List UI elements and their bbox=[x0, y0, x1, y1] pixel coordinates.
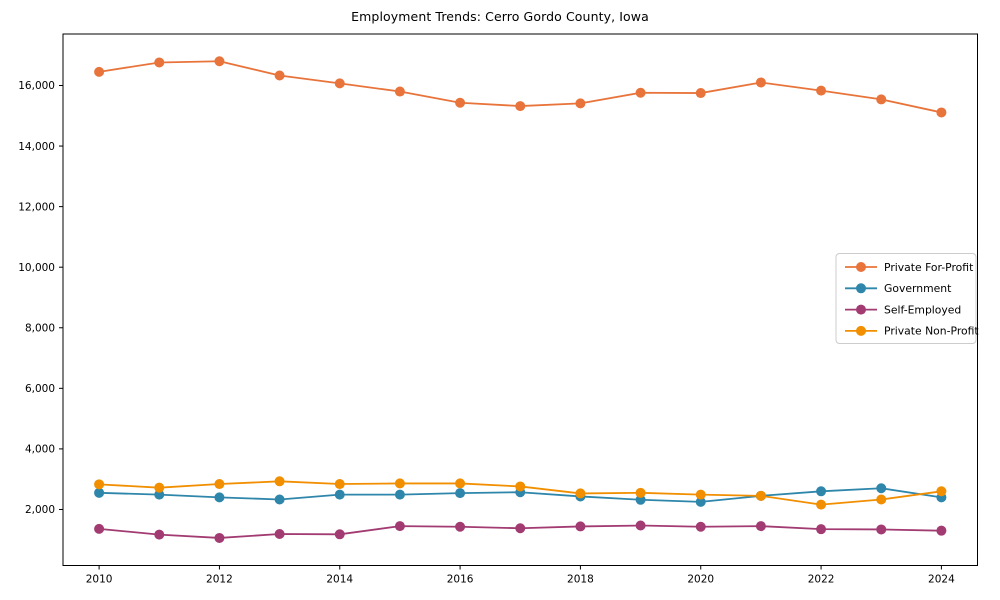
series-marker-government bbox=[816, 486, 827, 497]
series-marker-private-for-profit bbox=[755, 77, 766, 88]
series-marker-private-non-profit bbox=[635, 487, 646, 498]
series-marker-self-employed bbox=[515, 523, 526, 534]
y-axis-tick-label: 16,000 bbox=[18, 80, 55, 92]
series-marker-government bbox=[94, 487, 105, 498]
series-marker-private-non-profit bbox=[154, 482, 165, 493]
x-axis-tick-label: 2020 bbox=[687, 574, 714, 586]
legend-label-self-employed: Self-Employed bbox=[884, 303, 961, 316]
x-axis-tick-label: 2024 bbox=[928, 574, 955, 586]
x-axis-tick-label: 2016 bbox=[447, 574, 474, 586]
series-marker-private-for-profit bbox=[94, 66, 105, 77]
x-axis-tick-label: 2014 bbox=[326, 574, 353, 586]
series-marker-private-non-profit bbox=[94, 479, 105, 490]
series-marker-self-employed bbox=[394, 521, 405, 532]
series-marker-government bbox=[876, 483, 887, 494]
legend-swatch-marker-government bbox=[856, 283, 866, 294]
series-marker-private-for-profit bbox=[274, 70, 285, 81]
series-marker-private-non-profit bbox=[936, 486, 947, 497]
series-marker-self-employed bbox=[94, 523, 105, 534]
series-marker-private-non-profit bbox=[575, 488, 586, 499]
series-marker-self-employed bbox=[575, 521, 586, 532]
series-marker-private-for-profit bbox=[695, 88, 706, 99]
legend-label-private-non-profit: Private Non-Profit bbox=[884, 325, 979, 338]
series-marker-private-non-profit bbox=[695, 489, 706, 500]
series-marker-private-for-profit bbox=[394, 86, 405, 97]
series-marker-self-employed bbox=[635, 520, 646, 531]
series-marker-private-for-profit bbox=[936, 107, 947, 118]
series-marker-private-non-profit bbox=[334, 479, 345, 490]
series-marker-self-employed bbox=[755, 521, 766, 532]
series-marker-private-for-profit bbox=[334, 78, 345, 89]
series-marker-private-non-profit bbox=[515, 481, 526, 492]
y-axis-tick-label: 8,000 bbox=[25, 322, 55, 334]
series-marker-self-employed bbox=[455, 521, 466, 532]
series-marker-self-employed bbox=[876, 524, 887, 535]
x-axis-tick-label: 2022 bbox=[808, 574, 835, 586]
series-marker-private-non-profit bbox=[394, 478, 405, 489]
series-marker-government bbox=[154, 489, 165, 500]
chart-title: Employment Trends: Cerro Gordo County, I… bbox=[351, 9, 649, 24]
series-marker-self-employed bbox=[816, 524, 827, 535]
y-axis-tick-label: 6,000 bbox=[25, 383, 55, 395]
series-marker-self-employed bbox=[274, 529, 285, 540]
y-axis-tick-label: 4,000 bbox=[25, 444, 55, 456]
legend-label-private-for-profit: Private For-Profit bbox=[884, 261, 973, 274]
series-marker-government bbox=[394, 489, 405, 500]
legend-box bbox=[835, 253, 977, 344]
series-marker-self-employed bbox=[695, 521, 706, 532]
series-marker-private-for-profit bbox=[816, 85, 827, 96]
legend-swatch-marker-private-for-profit bbox=[856, 262, 866, 272]
series-marker-private-non-profit bbox=[214, 479, 225, 490]
x-axis-tick-label: 2018 bbox=[567, 574, 594, 586]
series-marker-self-employed bbox=[936, 525, 947, 536]
series-marker-private-for-profit bbox=[455, 97, 466, 108]
series-marker-private-non-profit bbox=[816, 499, 827, 510]
y-axis-tick-label: 12,000 bbox=[18, 201, 55, 213]
y-axis-tick-label: 2,000 bbox=[25, 504, 55, 516]
x-axis-tick-label: 2010 bbox=[86, 574, 113, 586]
y-axis-tick-label: 10,000 bbox=[18, 262, 55, 274]
series-marker-government bbox=[695, 496, 706, 507]
series-marker-government bbox=[274, 494, 285, 505]
series-marker-self-employed bbox=[154, 529, 165, 540]
series-marker-government bbox=[214, 492, 225, 503]
plot-frame bbox=[62, 33, 978, 566]
legend-swatch-marker-self-employed bbox=[856, 304, 866, 315]
legend-label-government: Government bbox=[884, 282, 951, 295]
series-marker-private-for-profit bbox=[214, 56, 225, 67]
series-marker-private-for-profit bbox=[575, 98, 586, 109]
series-marker-government bbox=[334, 489, 345, 500]
series-marker-private-non-profit bbox=[455, 478, 466, 489]
series-marker-self-employed bbox=[334, 529, 345, 540]
y-axis-tick-label: 14,000 bbox=[18, 141, 55, 153]
series-marker-self-employed bbox=[214, 532, 225, 543]
x-axis-tick-label: 2012 bbox=[206, 574, 233, 586]
series-marker-government bbox=[635, 494, 646, 505]
series-marker-private-non-profit bbox=[755, 490, 766, 501]
series-marker-government bbox=[455, 488, 466, 499]
series-marker-private-non-profit bbox=[876, 494, 887, 505]
series-marker-private-for-profit bbox=[515, 101, 526, 112]
series-marker-private-non-profit bbox=[274, 476, 285, 487]
legend-swatch-marker-private-non-profit bbox=[856, 325, 866, 336]
series-marker-private-for-profit bbox=[876, 94, 887, 105]
series-marker-private-for-profit bbox=[154, 57, 165, 68]
series-marker-private-for-profit bbox=[635, 87, 646, 98]
